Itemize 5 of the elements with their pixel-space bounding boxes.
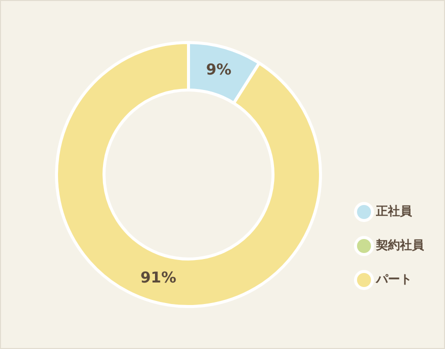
legend-label: 正社員 [375, 204, 413, 218]
data-label: 9% [206, 60, 232, 78]
legend-label: パート [375, 272, 412, 286]
legend-label: 契約社員 [375, 238, 425, 252]
data-label: 91% [140, 268, 176, 286]
